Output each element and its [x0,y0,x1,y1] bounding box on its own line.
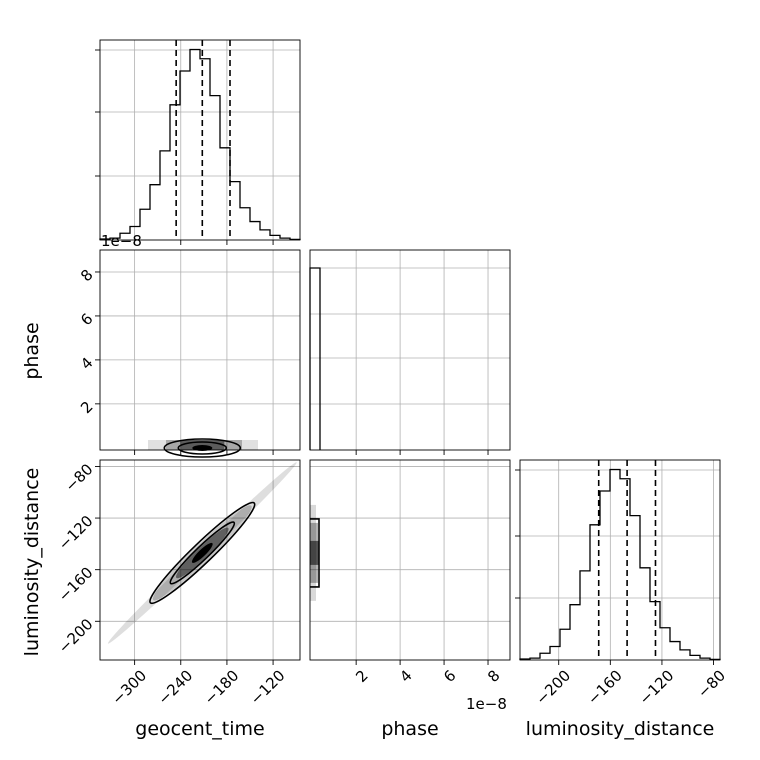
panel-frame [309,249,511,451]
xlabel-luminosity-distance: luminosity_distance [526,718,715,740]
lumdist-ytick-label: −80 [61,460,96,495]
panel-frame [99,39,301,241]
panel-frame [99,459,301,661]
geocent-xtick-label: −180 [201,666,243,708]
geocent-xtick-label: −300 [108,666,150,708]
phase-xtick-label: 6 [440,666,459,685]
xlabel-geocent-time: geocent_time [135,718,264,740]
phase-xtick-label: 2 [352,666,371,685]
density-peak [192,445,213,451]
lumdist-xtick-label: −160 [584,666,626,708]
contour-line [149,501,256,605]
lumdist-ytick-label: −160 [55,563,97,605]
panel-luminosity-distance-vs-phase: 2 4 6 8 [309,459,511,686]
contour-line [310,518,320,588]
density-band [310,540,319,565]
density-band [148,440,258,450]
phase-ytick-label: 6 [77,310,96,329]
phase-ytick-label: 4 [77,354,96,373]
panel-phase-vs-geocent-time: 2 4 6 8 [77,249,301,458]
lumdist-xtick-label: −200 [532,666,574,708]
geocent-histogram [99,48,301,241]
panel-frame [99,249,301,451]
panel-luminosity-distance-hist: −200 −160 −120 −80 [515,459,729,708]
phase-y-offset-label: 1e−8 [101,232,142,250]
phase-xtick-label: 8 [484,666,503,685]
phase-histogram [309,267,321,450]
density-peak [191,542,213,563]
xlabel-phase: phase [381,718,438,740]
lumdist-xtick-label: −80 [694,666,729,701]
contour-line [169,521,236,585]
contour-line [177,441,228,455]
lumdist-xtick-label: −120 [636,666,678,708]
lumdist-histogram [519,468,721,661]
ylabel-phase: phase [21,322,43,379]
phase-ytick-label: 2 [77,398,96,417]
phase-x-offset-label: 1e−8 [466,695,507,713]
panel-phase-hist [309,249,511,455]
panel-luminosity-distance-vs-geocent-time: −300 −240 −180 −120−200−160−120−80 [55,459,301,708]
lumdist-ytick-label: −120 [55,512,97,554]
geocent-xtick-label: −120 [247,666,289,708]
contour-line [163,438,242,458]
density-band [166,440,242,450]
lumdist-ytick-label: −200 [55,615,97,657]
geocent-xtick-label: −240 [154,666,196,708]
panel-frame [519,459,721,661]
phase-xtick-label: 4 [396,666,415,685]
phase-ytick-label: 8 [77,266,96,285]
panel-geocent-time-hist [95,39,301,245]
ylabel-luminosity-distance: luminosity_distance [21,468,43,657]
panel-frame [309,459,511,661]
